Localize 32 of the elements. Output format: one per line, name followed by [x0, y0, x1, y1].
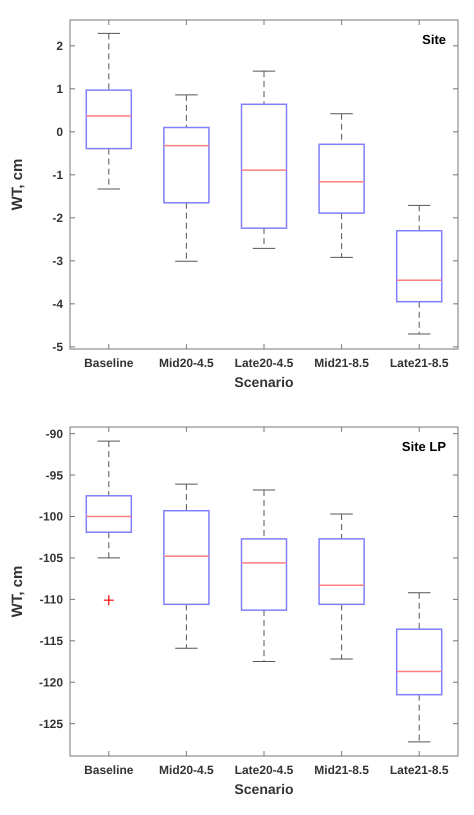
- y-tick-label: -125: [38, 716, 64, 731]
- y-tick-label: -110: [40, 592, 64, 607]
- x-tick-label: Mid20-4.5: [159, 763, 214, 777]
- x-axis-title: Scenario: [234, 781, 294, 797]
- x-axis-title: Scenario: [234, 374, 294, 390]
- y-tick-label: 1: [56, 82, 64, 96]
- y-tick-label: -90: [46, 426, 64, 441]
- y-tick-label: -5: [52, 340, 64, 354]
- x-tick-label: Late21-8.5: [390, 356, 449, 370]
- x-tick-label: Late20-4.5: [234, 356, 294, 370]
- y-tick-label: -95: [46, 468, 64, 482]
- y-tick-label: -100: [38, 510, 64, 524]
- y-tick-label: -1: [52, 168, 64, 182]
- y-tick-label: -115: [40, 634, 64, 648]
- x-tick-label: Baseline: [84, 763, 134, 777]
- y-tick-label: -4: [52, 297, 64, 312]
- annotation: Site LP: [402, 439, 446, 454]
- y-axis-title: WT, cm: [9, 566, 26, 618]
- x-tick-label: Mid21-8.5: [314, 763, 370, 777]
- x-tick-label: Mid20-4.5: [159, 356, 214, 370]
- x-tick-label: Late20-4.5: [234, 763, 294, 777]
- x-tick-label: Mid21-8.5: [314, 356, 370, 370]
- x-tick-label: Baseline: [84, 356, 134, 370]
- y-tick-label: 2: [56, 39, 64, 54]
- x-tick-label: Late21-8.5: [390, 763, 449, 777]
- y-tick-label: -2: [52, 211, 64, 226]
- annotation: Site: [422, 32, 446, 47]
- y-tick-label: -105: [38, 551, 64, 566]
- y-tick-label: -3: [52, 254, 64, 268]
- y-axis-title: WT, cm: [9, 158, 26, 210]
- y-tick-label: -120: [38, 675, 64, 690]
- y-tick-label: 0: [56, 125, 64, 140]
